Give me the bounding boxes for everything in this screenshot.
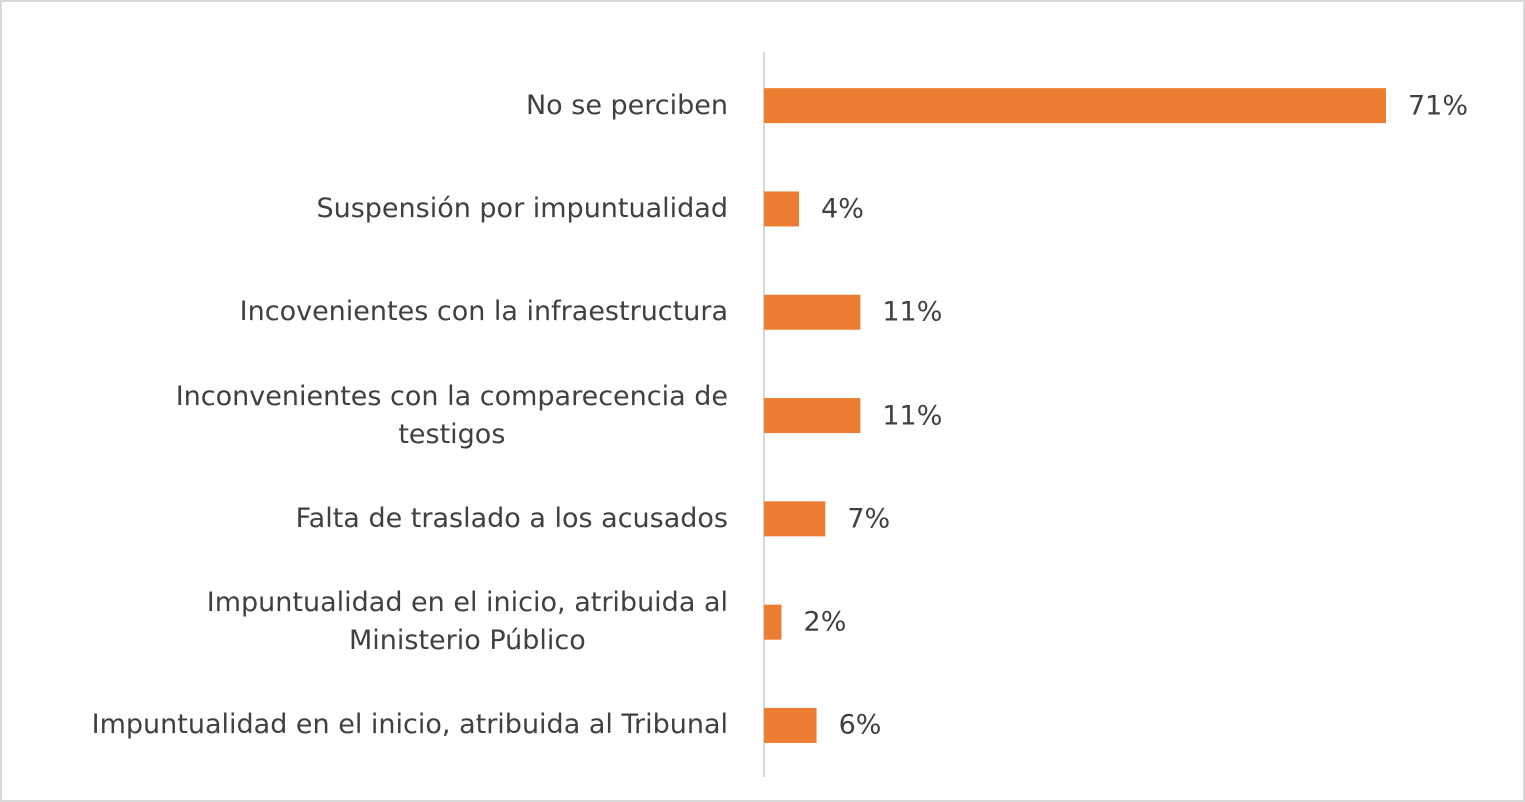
bar bbox=[764, 191, 800, 227]
value-label: 4% bbox=[821, 193, 864, 225]
category-label: Incovenientes con la infraestructura bbox=[239, 296, 728, 328]
value-label: 71% bbox=[1408, 90, 1469, 122]
value-label: 11% bbox=[882, 400, 943, 432]
bar bbox=[764, 88, 1386, 124]
value-label: 11% bbox=[882, 296, 943, 328]
bar bbox=[764, 294, 861, 330]
category-label: Falta de traslado a los acusados bbox=[295, 502, 728, 534]
value-label: 2% bbox=[803, 606, 847, 638]
category-label: Impuntualidad en el inicio, atribuida al… bbox=[206, 587, 728, 657]
bar bbox=[764, 398, 861, 434]
category-label: No se perciben bbox=[525, 89, 728, 121]
category-label: Suspensión por impuntualidad bbox=[316, 192, 728, 224]
bar bbox=[764, 604, 782, 640]
bar bbox=[764, 501, 826, 537]
value-label: 7% bbox=[847, 503, 891, 535]
bar bbox=[764, 707, 817, 743]
value-label: 6% bbox=[838, 709, 882, 741]
category-label: Inconvenientes con la comparecencia de t… bbox=[175, 380, 728, 450]
category-label: Impuntualidad en el inicio, atribuida al… bbox=[91, 709, 728, 741]
